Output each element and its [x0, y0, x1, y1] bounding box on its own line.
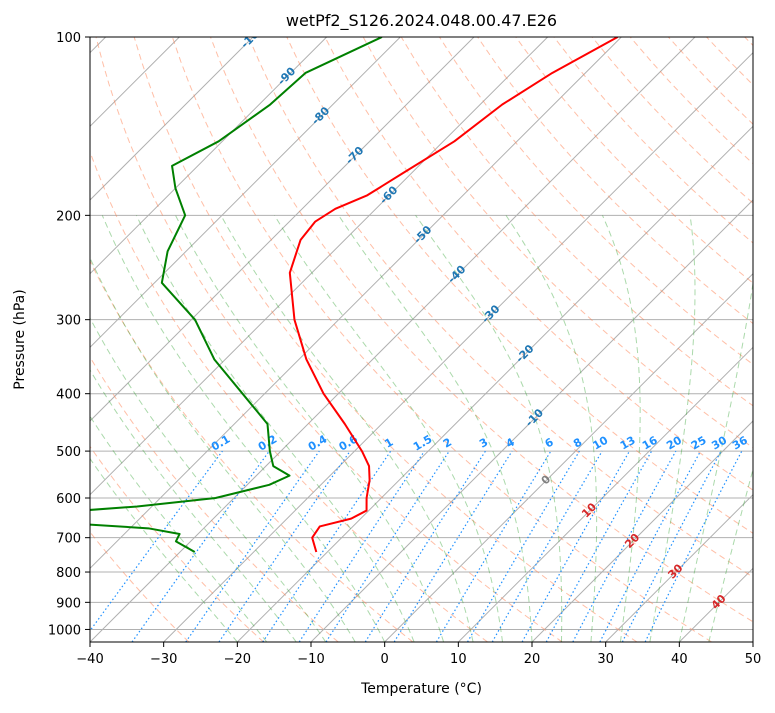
- x-tick-label: 20: [524, 652, 541, 667]
- y-axis-label: Pressure (hPa): [12, 289, 28, 389]
- x-tick-label: 50: [745, 652, 762, 667]
- y-tick-label: 500: [56, 445, 81, 460]
- x-tick-label: −10: [297, 652, 324, 667]
- x-axis-label: Temperature (°C): [360, 681, 482, 697]
- y-tick-label: 600: [56, 492, 81, 507]
- y-tick-label: 400: [56, 388, 81, 403]
- x-tick-label: −20: [224, 652, 251, 667]
- y-tick-label: 1000: [48, 623, 81, 638]
- y-tick-label: 300: [56, 314, 81, 329]
- x-tick-label: 10: [450, 652, 467, 667]
- x-tick-label: 30: [597, 652, 614, 667]
- x-tick-label: −30: [150, 652, 177, 667]
- y-tick-label: 700: [56, 532, 81, 547]
- y-tick-label: 800: [56, 566, 81, 581]
- x-tick-label: 0: [381, 652, 389, 667]
- chart-title: wetPf2_S126.2024.048.00.47.E26: [286, 11, 557, 31]
- x-tick-label: −40: [76, 652, 103, 667]
- y-tick-label: 100: [56, 31, 81, 46]
- y-tick-label: 900: [56, 596, 81, 611]
- y-tick-label: 200: [56, 209, 81, 224]
- x-tick-label: 40: [671, 652, 688, 667]
